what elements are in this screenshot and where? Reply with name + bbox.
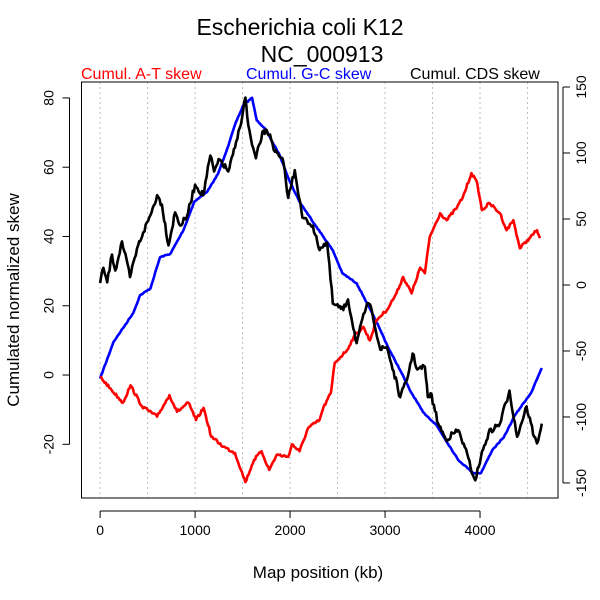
y-tick-label: 0 (41, 371, 57, 379)
y2-tick-label: -100 (573, 403, 589, 431)
y2-tick-label: 50 (573, 211, 589, 227)
x-tick-label: 0 (96, 522, 104, 538)
y2-tick-label: 150 (573, 75, 589, 99)
chart-subtitle: NC_000913 (261, 41, 384, 67)
chart-title: Escherichia coli K12 (196, 14, 403, 40)
axes: 0 1000 2000 3000 4000-20020406080-150-100-50… (41, 75, 590, 538)
x-tick-label: 3000 (369, 522, 400, 538)
y-tick-label: -20 (41, 434, 57, 454)
series-line-cumul-g-c-skew (98, 96, 543, 475)
plot-frame (81, 81, 559, 499)
y2-tick-label: 100 (573, 141, 589, 165)
x-tick-label: 2000 (274, 522, 305, 538)
grid-lines (99, 82, 529, 498)
x-tick-label: 4000 (464, 522, 495, 538)
y-tick-label: 40 (41, 228, 57, 244)
y-tick-label: 60 (41, 159, 57, 175)
x-tick-label: 1000 (180, 522, 211, 538)
y-axis-label: Cumulated normalized skew (4, 193, 23, 407)
y2-tick-label: -50 (573, 341, 589, 361)
y2-tick-label: 0 (573, 281, 589, 289)
series-lines (98, 96, 544, 484)
legend-cds-skew: Cumul. CDS skew (410, 66, 540, 83)
x-axis-label: Map position (kb) (253, 563, 383, 582)
y2-tick-label: -150 (573, 469, 589, 497)
legend-at-skew: Cumul. A-T skew (81, 66, 202, 83)
legend-gc-skew: Cumul. G-C skew (246, 66, 372, 83)
series-line-cumul-a-t-skew (99, 171, 542, 484)
series-line-cumul-cds-skew (98, 96, 544, 482)
y-tick-label: 80 (41, 90, 57, 106)
y-tick-label: 20 (41, 298, 57, 314)
